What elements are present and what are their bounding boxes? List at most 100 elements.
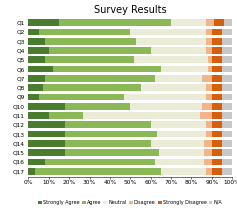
Bar <box>171 19 206 26</box>
Bar <box>204 149 212 156</box>
Bar <box>212 75 222 82</box>
Bar <box>28 56 45 63</box>
Bar <box>206 84 212 91</box>
Bar <box>45 56 134 63</box>
Bar <box>202 75 212 82</box>
Bar <box>43 84 141 91</box>
Bar <box>59 19 171 26</box>
Bar <box>141 84 206 91</box>
Bar <box>208 66 212 72</box>
Bar <box>28 131 65 137</box>
Bar <box>124 94 206 100</box>
Bar <box>222 159 232 165</box>
Bar <box>161 168 206 175</box>
Bar <box>151 121 206 128</box>
Bar <box>222 94 232 100</box>
Bar <box>65 103 130 109</box>
Bar <box>28 112 49 119</box>
Bar <box>155 159 204 165</box>
Bar <box>28 66 53 72</box>
Bar <box>35 168 161 175</box>
Bar <box>212 84 222 91</box>
Bar <box>45 75 155 82</box>
Bar <box>222 84 232 91</box>
Bar <box>28 159 45 165</box>
Bar <box>206 121 212 128</box>
Bar <box>206 131 212 137</box>
Bar <box>222 29 232 35</box>
Bar <box>212 159 222 165</box>
Bar <box>137 38 206 45</box>
Bar <box>28 29 39 35</box>
Bar <box>222 121 232 128</box>
Bar <box>28 19 59 26</box>
Bar <box>65 121 151 128</box>
Bar <box>222 56 232 63</box>
Bar <box>130 29 206 35</box>
Bar <box>222 149 232 156</box>
Bar <box>222 38 232 45</box>
Bar <box>204 159 212 165</box>
Bar <box>224 19 232 26</box>
Bar <box>65 149 159 156</box>
Bar <box>157 131 206 137</box>
Bar <box>134 56 208 63</box>
Legend: Strongly Agree, Agree, Neutral, Disagree, Strongly Disagree, N/A: Strongly Agree, Agree, Neutral, Disagree… <box>38 200 223 205</box>
Bar <box>28 38 45 45</box>
Bar <box>214 19 224 26</box>
Bar <box>45 159 155 165</box>
Bar <box>161 66 208 72</box>
Bar <box>212 140 222 147</box>
Bar <box>65 131 157 137</box>
Bar <box>212 38 222 45</box>
Bar <box>222 103 232 109</box>
Bar <box>39 29 130 35</box>
Bar <box>222 47 232 54</box>
Bar <box>65 140 151 147</box>
Bar <box>206 168 212 175</box>
Bar <box>39 94 124 100</box>
Bar <box>202 103 212 109</box>
Bar <box>49 112 83 119</box>
Bar <box>222 66 232 72</box>
Bar <box>212 29 222 35</box>
Bar <box>28 103 65 109</box>
Bar <box>222 168 232 175</box>
Bar <box>206 94 212 100</box>
Bar <box>212 56 222 63</box>
Bar <box>212 66 222 72</box>
Bar <box>49 47 151 54</box>
Bar <box>222 140 232 147</box>
Bar <box>130 103 202 109</box>
Bar <box>151 140 204 147</box>
Bar <box>83 112 200 119</box>
Bar <box>28 94 39 100</box>
Bar <box>206 29 212 35</box>
Bar <box>212 131 222 137</box>
Bar <box>212 168 222 175</box>
Bar <box>222 75 232 82</box>
Bar <box>204 140 212 147</box>
Bar <box>28 75 45 82</box>
Bar <box>212 149 222 156</box>
Bar <box>28 168 35 175</box>
Bar <box>159 149 204 156</box>
Bar <box>212 121 222 128</box>
Bar <box>155 75 202 82</box>
Bar <box>212 103 222 109</box>
Bar <box>28 149 65 156</box>
Bar <box>222 131 232 137</box>
Bar <box>28 121 65 128</box>
Bar <box>206 47 212 54</box>
Bar <box>28 47 49 54</box>
Title: Survey Results: Survey Results <box>94 5 167 15</box>
Bar <box>208 56 212 63</box>
Bar <box>151 47 206 54</box>
Bar <box>212 94 222 100</box>
Bar <box>222 112 232 119</box>
Bar <box>212 112 222 119</box>
Bar <box>212 47 222 54</box>
Bar <box>45 38 137 45</box>
Bar <box>28 84 43 91</box>
Bar <box>206 38 212 45</box>
